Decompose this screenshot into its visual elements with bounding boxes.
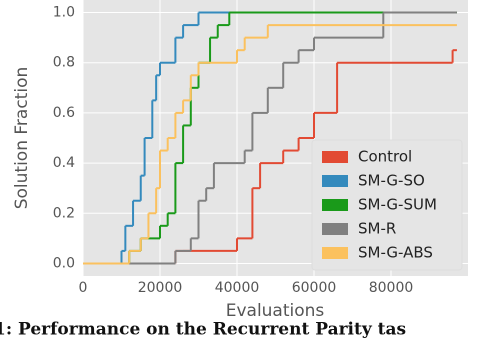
y-axis-label: Solution Fraction bbox=[12, 67, 32, 210]
x-axis-label: Evaluations bbox=[226, 301, 325, 321]
y-tick-label: 0.4 bbox=[53, 155, 75, 171]
legend-swatch bbox=[322, 175, 348, 187]
x-tick-label: 40000 bbox=[215, 280, 260, 296]
y-tick-label: 0.6 bbox=[53, 105, 75, 121]
x-tick-label: 80000 bbox=[369, 280, 414, 296]
y-tick-label: 0.2 bbox=[53, 205, 75, 221]
legend-label: Control bbox=[358, 148, 412, 166]
legend-label: SM-G-SO bbox=[358, 172, 425, 190]
y-tick-label: 0.8 bbox=[53, 55, 75, 71]
legend-swatch bbox=[322, 247, 348, 259]
caption: 1: Performance on the Recurrent Parity t… bbox=[0, 320, 406, 338]
x-tick-label: 20000 bbox=[138, 280, 183, 296]
legend-swatch bbox=[322, 199, 348, 211]
legend-label: SM-R bbox=[358, 220, 396, 238]
legend-box bbox=[311, 139, 463, 271]
legend-swatch bbox=[322, 151, 348, 163]
y-tick-label: 1.0 bbox=[53, 5, 75, 21]
legend-label: SM-G-SUM bbox=[358, 196, 437, 214]
x-tick-label: 0 bbox=[79, 280, 88, 296]
legend-label: SM-G-ABS bbox=[358, 244, 433, 262]
x-tick-label: 60000 bbox=[292, 280, 337, 296]
y-tick-label: 0.0 bbox=[53, 255, 75, 271]
legend-swatch bbox=[322, 223, 348, 235]
